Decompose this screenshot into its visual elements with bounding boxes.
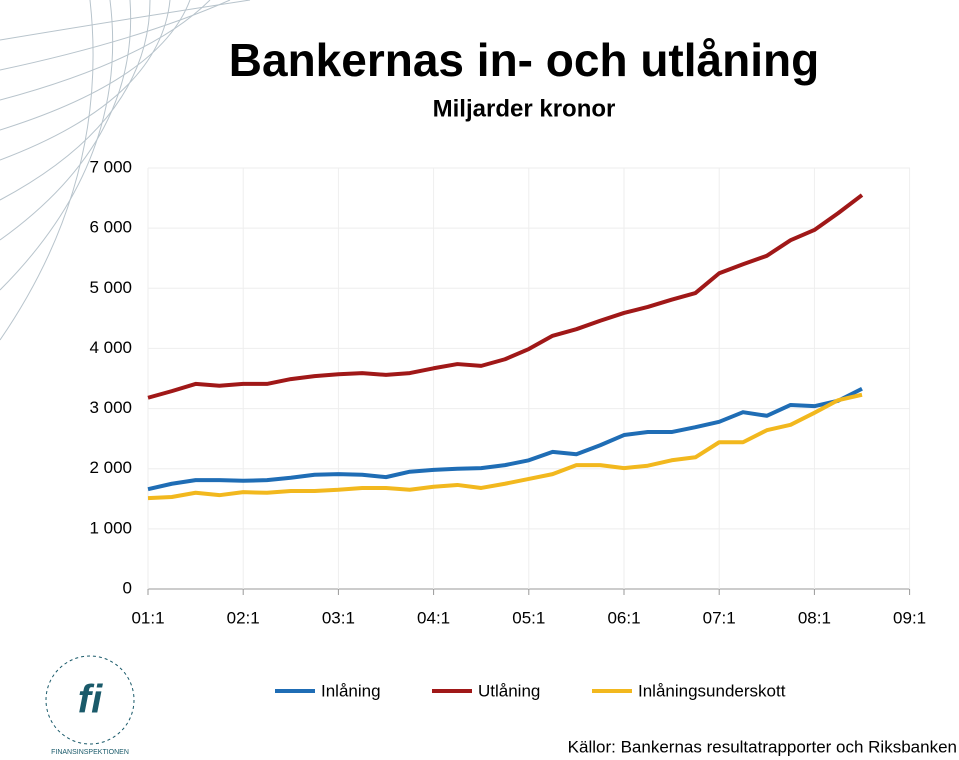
x-tick-label: 07:1 — [703, 608, 736, 627]
y-tick-label: 2 000 — [89, 458, 132, 477]
series-line — [147, 386, 863, 492]
y-tick-label: 0 — [123, 578, 132, 597]
y-tick-label: 3 000 — [89, 398, 132, 417]
y-tick-label: 4 000 — [89, 338, 132, 357]
logo-ring — [45, 655, 135, 745]
y-tick-label: 7 000 — [89, 157, 132, 176]
logo-text: FINANSINSPEKTIONEN — [51, 749, 129, 756]
x-tick-label: 08:1 — [798, 608, 831, 627]
x-tick-label: 06:1 — [607, 608, 640, 627]
chart-title: Bankernas in- och utlåning — [229, 34, 819, 86]
x-tick-label: 09:1 — [893, 608, 926, 627]
x-tick-label: 02:1 — [227, 608, 260, 627]
y-tick-label: 1 000 — [89, 518, 132, 537]
legend-label: Utlåning — [478, 681, 540, 700]
series-line — [147, 193, 864, 400]
x-tick-label: 03:1 — [322, 608, 355, 627]
logo: fi FINANSINSPEKTIONEN — [45, 655, 135, 756]
logo-mark: fi — [78, 678, 103, 722]
decoration — [0, 0, 251, 341]
legend-label: Inlåning — [321, 681, 381, 700]
series-line — [147, 392, 863, 501]
x-tick-label: 05:1 — [512, 608, 545, 627]
y-tick-label: 6 000 — [89, 218, 132, 237]
source: Källor: Bankernas resultatrapporter och … — [568, 737, 957, 756]
y-tick-label: 5 000 — [89, 278, 132, 297]
legend-label: Inlåningsunderskott — [638, 681, 786, 700]
x-tick-label: 01:1 — [131, 608, 164, 627]
x-tick-label: 04:1 — [417, 608, 450, 627]
chart-subtitle: Miljarder kronor — [433, 95, 616, 122]
